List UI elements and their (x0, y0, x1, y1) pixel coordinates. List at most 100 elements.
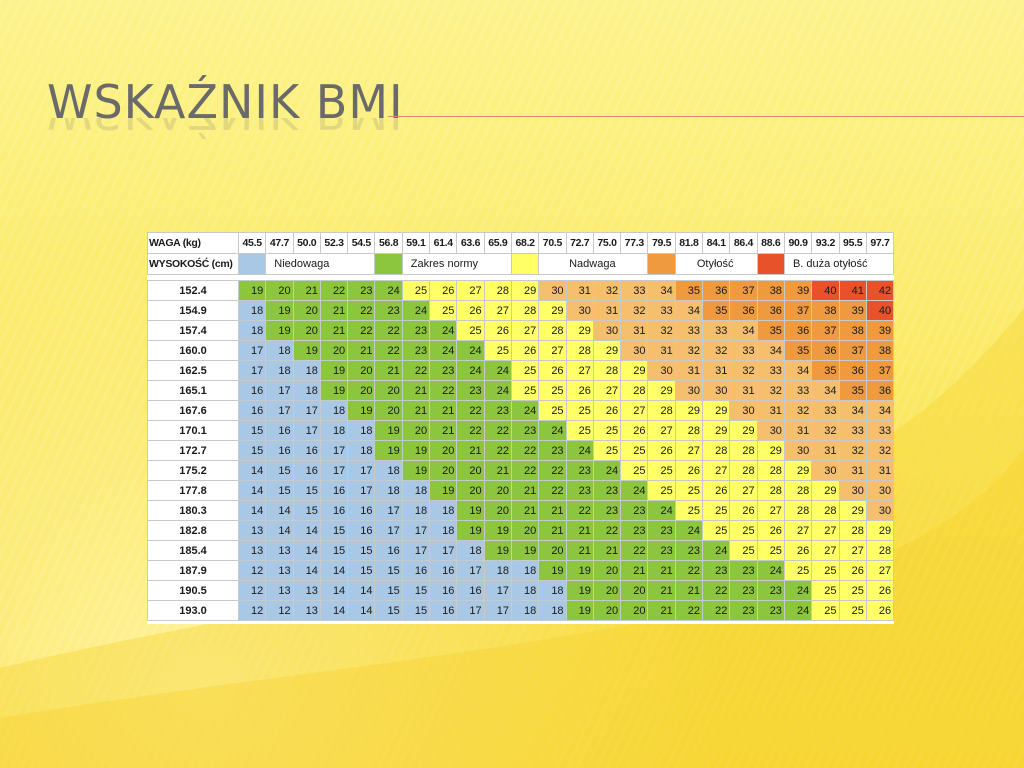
bmi-cell: 24 (456, 340, 485, 361)
bmi-cell: 18 (401, 500, 431, 521)
weight-header-cell: 65.9 (483, 232, 512, 254)
height-cell: 175.2 (147, 460, 239, 481)
weight-header-cell: 68.2 (510, 232, 540, 254)
height-cell: 157.4 (147, 320, 239, 341)
bmi-cell: 29 (865, 520, 895, 541)
bmi-cell: 38 (811, 300, 840, 321)
bmi-cell: 16 (292, 440, 321, 461)
weight-header-cell: 45.5 (237, 232, 267, 254)
bmi-cell: 25 (456, 320, 485, 341)
bmi-cell: 28 (729, 460, 758, 481)
bmi-cell: 22 (510, 460, 540, 481)
bmi-cell: 31 (865, 460, 895, 481)
bmi-cell: 28 (702, 440, 731, 461)
bmi-cell: 21 (592, 540, 622, 561)
bmi-cell: 26 (483, 320, 512, 341)
bmi-cell: 25 (401, 280, 431, 301)
bmi-cell: 19 (319, 380, 349, 401)
bmi-cell: 25 (811, 600, 840, 621)
bmi-cell: 20 (347, 360, 376, 381)
bmi-cell: 15 (319, 520, 349, 541)
bmi-cell: 21 (319, 300, 349, 321)
bmi-cell: 31 (647, 340, 676, 361)
bmi-cell: 16 (237, 380, 267, 401)
table-row: 187.9 12 13 14 14 15 15 16 16 17 18 18 19 19 20 21 21 22 2… (147, 560, 895, 581)
bmi-cell: 33 (783, 380, 813, 401)
bmi-cell: 25 (538, 400, 567, 421)
bmi-cell: 26 (865, 580, 895, 601)
bmi-cell: 30 (838, 480, 867, 501)
weight-header-cell: 50.0 (292, 232, 321, 254)
bmi-cell: 18 (510, 600, 540, 621)
bmi-cell: 16 (265, 440, 294, 461)
bmi-cell: 37 (729, 280, 758, 301)
legend-label: B. duża otyłość (783, 253, 895, 275)
bmi-cell: 36 (838, 360, 867, 381)
bmi-cell: 22 (374, 340, 403, 361)
bmi-cell: 20 (347, 380, 376, 401)
bmi-cell: 42 (865, 280, 895, 301)
bmi-cell: 18 (510, 560, 540, 581)
bmi-cell: 23 (429, 360, 458, 381)
bmi-cell: 20 (374, 400, 403, 421)
bmi-cell: 20 (620, 600, 649, 621)
bmi-cell: 19 (510, 540, 540, 561)
bmi-cell: 18 (538, 580, 567, 601)
bmi-cell: 21 (347, 340, 376, 361)
bmi-cell: 37 (838, 340, 867, 361)
table-row: 152.4 19 20 21 22 23 24 25 26 27 28 29 30 31 32 33 34 35 3… (147, 280, 895, 301)
bmi-table: WAGA (kg) 45.5 47.7 50.0 52.3 54.5 56.8 59.1 61.… (147, 232, 895, 621)
bmi-cell: 23 (756, 580, 785, 601)
bmi-cell: 30 (865, 500, 895, 521)
legend-swatch (237, 253, 267, 275)
bmi-cell: 20 (483, 480, 512, 501)
bmi-cell: 18 (292, 360, 321, 381)
weight-header-cell: 54.5 (347, 232, 376, 254)
bmi-cell: 28 (756, 460, 785, 481)
bmi-cell: 26 (647, 440, 676, 461)
bmi-cell: 28 (538, 320, 567, 341)
bmi-cell: 28 (838, 520, 867, 541)
bmi-cell: 24 (374, 280, 403, 301)
bmi-cell: 21 (647, 560, 676, 581)
bmi-cell: 34 (783, 360, 813, 381)
bmi-cell: 29 (811, 480, 840, 501)
bmi-cell: 25 (483, 340, 512, 361)
bmi-cell: 25 (729, 540, 758, 561)
legend-swatch (756, 253, 785, 275)
bmi-cell: 20 (456, 460, 485, 481)
bmi-cell: 24 (783, 600, 813, 621)
bmi-cell: 32 (620, 300, 649, 321)
bmi-cell: 15 (319, 540, 349, 561)
bmi-cell: 35 (674, 280, 704, 301)
bmi-cell: 26 (565, 380, 594, 401)
height-cell: 190.5 (147, 580, 239, 601)
bmi-cell: 20 (538, 540, 567, 561)
bmi-cell: 34 (811, 380, 840, 401)
bmi-cell: 31 (592, 300, 622, 321)
bmi-cell: 18 (429, 520, 458, 541)
bmi-cell: 23 (702, 560, 731, 581)
bmi-cell: 19 (292, 340, 321, 361)
bmi-cell: 25 (729, 520, 758, 541)
bmi-cell: 31 (702, 360, 731, 381)
bmi-cell: 26 (538, 360, 567, 381)
bmi-cell: 15 (265, 480, 294, 501)
bmi-cell: 13 (265, 540, 294, 561)
bmi-cell: 25 (565, 420, 594, 441)
bmi-cell: 28 (729, 440, 758, 461)
bmi-cell: 31 (838, 460, 867, 481)
bmi-cell: 25 (811, 580, 840, 601)
bmi-cell: 31 (565, 280, 594, 301)
slide-title-reflection: WSKAŹNIK BMI (47, 118, 404, 142)
bmi-cell: 25 (838, 580, 867, 601)
bmi-cell: 35 (756, 320, 785, 341)
bmi-cell: 19 (565, 560, 594, 581)
bmi-cell: 20 (592, 580, 622, 601)
bmi-cell: 33 (647, 300, 676, 321)
height-cell: 177.8 (147, 480, 239, 501)
bmi-cell: 27 (756, 500, 785, 521)
bmi-cell: 25 (510, 380, 540, 401)
bmi-cell: 33 (838, 420, 867, 441)
table-row: 180.3 14 14 15 16 16 17 18 18 19 20 21 21 22 23 23 24 25 2… (147, 500, 895, 521)
